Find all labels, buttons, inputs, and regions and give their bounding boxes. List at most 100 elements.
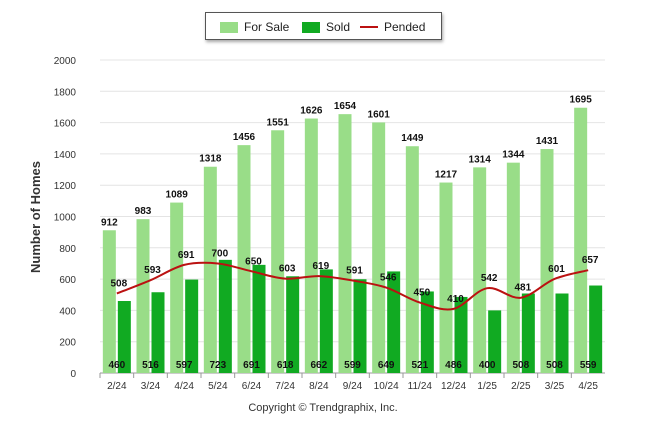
label-sold: 618	[277, 360, 294, 371]
label-sold: 400	[479, 360, 496, 371]
bar-sold[interactable]	[117, 301, 131, 373]
bar-for-sale[interactable]	[136, 219, 150, 373]
legend-item-sold[interactable]: Sold	[302, 19, 350, 35]
y-tick-label: 1600	[54, 119, 77, 130]
x-tick-label: 2/25	[511, 381, 531, 392]
legend-label-sold: Sold	[326, 20, 351, 34]
label-for-sale: 983	[135, 206, 152, 217]
label-pended: 508	[110, 278, 127, 289]
x-tick-label: 9/24	[343, 381, 363, 392]
x-tick-label: 3/24	[141, 381, 161, 392]
bar-sold[interactable]	[454, 296, 468, 373]
y-tick-label: 1200	[54, 181, 77, 192]
x-tick-label: 12/24	[441, 381, 466, 392]
bar-sold[interactable]	[555, 293, 569, 373]
bar-sold[interactable]	[420, 291, 434, 373]
x-tick-label: 5/24	[208, 381, 228, 392]
legend-label-for-sale: For Sale	[244, 20, 290, 34]
label-sold: 649	[378, 360, 395, 371]
label-sold: 691	[243, 360, 260, 371]
bar-for-sale[interactable]	[506, 162, 520, 373]
y-tick-label: 800	[59, 244, 76, 255]
gridlines	[100, 59, 605, 374]
legend-item-for-sale[interactable]: For Sale	[220, 19, 289, 35]
label-pended: 591	[346, 266, 363, 277]
bar-for-sale[interactable]	[102, 230, 116, 373]
bar-for-sale[interactable]	[203, 166, 217, 373]
x-tick-label: 1/25	[477, 381, 497, 392]
bar-sold[interactable]	[151, 292, 165, 373]
label-pended: 603	[279, 264, 296, 275]
bar-for-sale[interactable]	[170, 202, 184, 373]
bar-for-sale[interactable]	[473, 167, 487, 373]
label-sold: 508	[512, 360, 529, 371]
label-sold: 662	[310, 360, 327, 371]
x-tick-label: 4/25	[578, 381, 598, 392]
bar-for-sale[interactable]	[338, 114, 352, 374]
bars	[102, 107, 603, 374]
label-pended: 481	[514, 283, 531, 294]
x-tick-label: 7/24	[275, 381, 295, 392]
label-for-sale: 1601	[368, 109, 391, 120]
label-for-sale: 1626	[300, 106, 323, 117]
pended-line[interactable]	[116, 261, 589, 311]
label-pended: 450	[413, 288, 430, 299]
legend: For Sale Sold Pended	[205, 12, 442, 40]
label-pended: 542	[481, 273, 498, 284]
bar-sold[interactable]	[387, 271, 401, 373]
y-tick-label: 0	[70, 369, 76, 380]
sold-swatch-icon	[302, 21, 320, 33]
label-for-sale: 1431	[536, 136, 559, 147]
bar-sold[interactable]	[353, 279, 367, 373]
label-pended: 619	[312, 261, 329, 272]
bar-sold[interactable]	[218, 259, 232, 373]
label-for-sale: 1449	[401, 133, 424, 144]
bar-sold[interactable]	[286, 276, 300, 373]
label-sold: 521	[411, 360, 428, 371]
label-for-sale: 1654	[334, 101, 357, 112]
bar-sold[interactable]	[521, 293, 535, 373]
label-for-sale: 1551	[267, 117, 290, 128]
x-tick-label: 4/24	[174, 381, 194, 392]
bar-for-sale[interactable]	[574, 107, 588, 374]
bar-sold[interactable]	[185, 279, 199, 373]
label-pended: 657	[582, 255, 599, 266]
label-sold: 723	[209, 360, 226, 371]
bar-sold[interactable]	[589, 285, 603, 373]
x-tick-label: 6/24	[242, 381, 262, 392]
bar-for-sale[interactable]	[237, 145, 251, 373]
label-sold: 460	[108, 360, 125, 371]
bar-sold[interactable]	[252, 264, 266, 373]
bar-for-sale[interactable]	[405, 146, 419, 373]
x-tick-label: 10/24	[374, 381, 399, 392]
label-sold: 559	[580, 360, 597, 371]
legend-item-pended[interactable]: Pended	[360, 19, 425, 35]
label-pended: 546	[380, 273, 397, 284]
bar-for-sale[interactable]	[372, 122, 386, 373]
x-tick-label: 11/24	[408, 381, 433, 392]
pended-series	[116, 261, 589, 311]
for-sale-swatch-icon	[220, 21, 238, 33]
bar-for-sale[interactable]	[439, 182, 453, 373]
y-tick-label: 2000	[54, 56, 77, 67]
pended-line-icon	[360, 26, 378, 28]
label-for-sale: 1217	[435, 170, 458, 181]
x-tick-label: 3/25	[545, 381, 565, 392]
bar-sold[interactable]	[488, 310, 502, 373]
bar-for-sale[interactable]	[540, 149, 554, 373]
label-sold: 597	[176, 360, 193, 371]
label-pended: 410	[447, 294, 464, 305]
copyright-footer: Copyright © Trendgraphix, Inc.	[248, 402, 398, 414]
label-pended: 593	[144, 265, 161, 276]
y-tick-label: 1800	[54, 87, 77, 98]
legend-label-pended: Pended	[384, 20, 426, 34]
bar-sold[interactable]	[319, 269, 333, 373]
label-for-sale: 1695	[570, 95, 593, 106]
y-tick-label: 600	[59, 275, 76, 286]
label-sold: 599	[344, 360, 361, 371]
label-for-sale: 1089	[166, 190, 189, 201]
bar-for-sale[interactable]	[271, 130, 285, 373]
bar-for-sale[interactable]	[304, 118, 318, 373]
label-sold: 516	[142, 360, 159, 371]
